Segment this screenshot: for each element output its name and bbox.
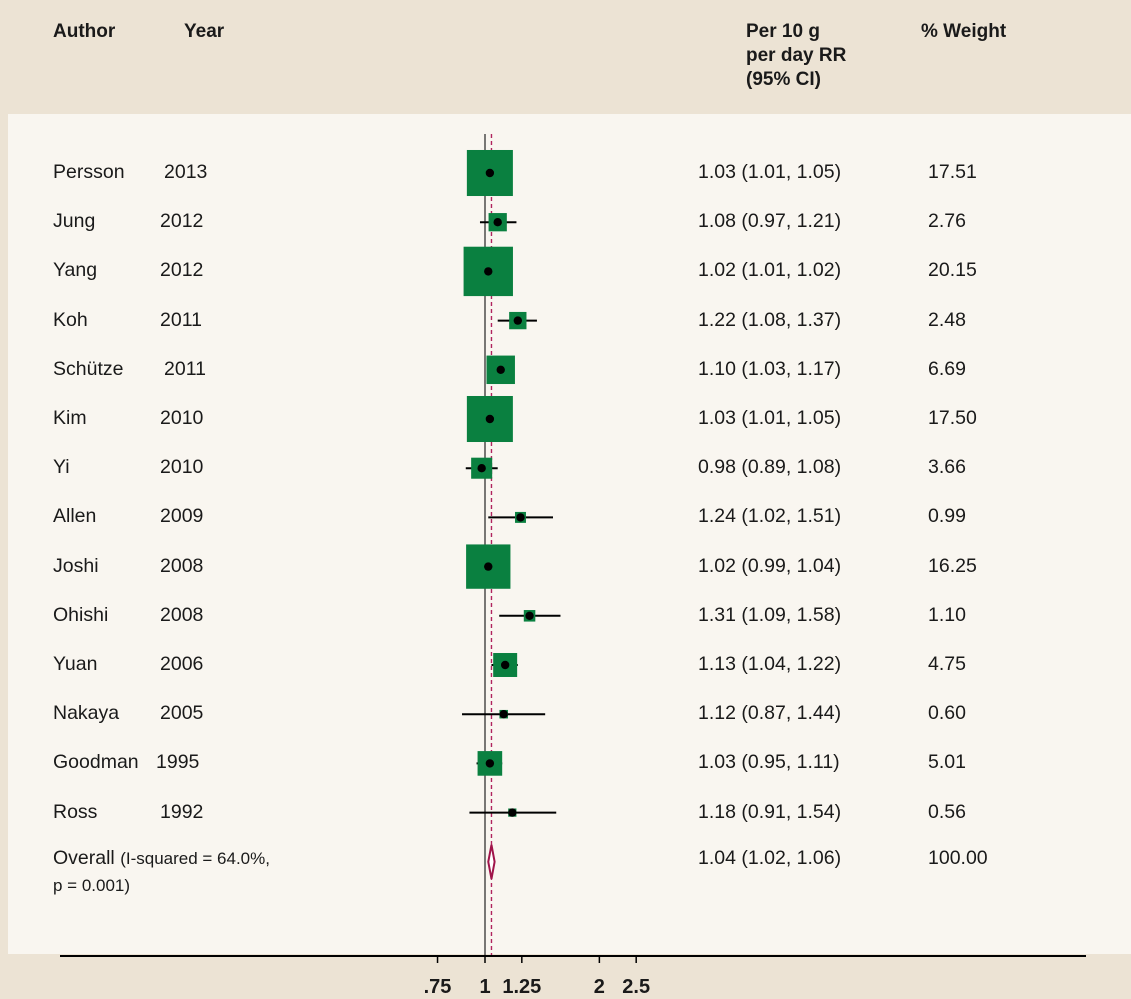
study-year: 2011 — [160, 308, 202, 331]
point-estimate — [477, 464, 486, 473]
point-estimate — [499, 710, 508, 719]
study-year: 2010 — [160, 456, 204, 479]
study-ci: 1.03 (0.95, 1.11) — [698, 751, 840, 774]
study-author: Persson — [53, 161, 125, 183]
study-weight: 17.50 — [928, 407, 977, 429]
study-year: 1992 — [160, 800, 204, 823]
table-header: Author Year Per 10 g per day RR (95% CI)… — [0, 0, 1131, 114]
study-ci: 1.18 (0.91, 1.54) — [698, 800, 842, 823]
study-author: Joshi — [53, 554, 99, 577]
overall-diamond — [487, 844, 496, 879]
study-ci: 1.31 (1.09, 1.58) — [698, 603, 842, 626]
point-estimate — [485, 168, 495, 178]
year-column-header: Year — [184, 21, 225, 42]
study-year: 2010 — [160, 407, 204, 429]
x-tick-label: 2 — [594, 976, 605, 998]
study-author: Yang — [53, 259, 98, 282]
overall-weight: 100.00 — [928, 846, 988, 869]
study-weight: 2.48 — [928, 308, 966, 331]
study-year: 2006 — [160, 653, 204, 675]
point-estimate — [508, 808, 517, 817]
point-estimate — [496, 365, 505, 374]
study-year: 2005 — [160, 702, 204, 725]
author-column-header: Author — [53, 21, 116, 42]
study-year: 2012 — [160, 259, 204, 282]
study-weight: 17.51 — [928, 161, 977, 183]
study-ci: 1.02 (0.99, 1.04) — [698, 554, 842, 577]
study-author: Yuan — [53, 653, 98, 675]
overall-heterogeneity: (I-squared = 64.0%, — [120, 848, 270, 868]
study-ci: 1.03 (1.01, 1.05) — [698, 161, 842, 183]
study-ci: 0.98 (0.89, 1.08) — [698, 456, 842, 479]
overall-label: Overall (I-squared = 64.0%, — [53, 847, 270, 870]
x-tick-label: 1.25 — [502, 976, 541, 998]
study-ci: 1.02 (1.01, 1.02) — [698, 259, 842, 282]
point-estimate — [484, 267, 493, 276]
study-author: Schütze — [53, 357, 124, 380]
study-weight: 2.76 — [928, 210, 966, 233]
study-weight: 1.10 — [928, 603, 966, 626]
study-weight: 0.56 — [928, 800, 966, 823]
point-estimate — [500, 660, 510, 670]
point-estimate — [513, 316, 523, 325]
study-ci: 1.12 (0.87, 1.44) — [698, 702, 842, 725]
x-tick-label: .75 — [424, 976, 452, 998]
study-author: Ross — [53, 800, 98, 823]
study-weight: 4.75 — [928, 653, 966, 675]
x-tick-label: 2.5 — [622, 976, 650, 998]
study-weight: 3.66 — [928, 456, 966, 479]
study-author: Allen — [53, 505, 97, 528]
point-estimate — [493, 218, 502, 227]
study-author: Ohishi — [53, 603, 109, 626]
study-year: 2013 — [164, 161, 208, 183]
study-year: 1995 — [156, 751, 200, 774]
study-weight: 5.01 — [928, 751, 966, 774]
study-year: 2009 — [160, 505, 204, 528]
overall-title: Overall — [53, 846, 121, 869]
study-author: Yi — [53, 456, 70, 479]
study-ci: 1.22 (1.08, 1.37) — [698, 308, 842, 331]
point-estimate — [485, 759, 495, 768]
study-author: Koh — [53, 308, 88, 331]
rr-column-header: Per 10 g per day RR (95% CI) — [746, 21, 847, 90]
study-author: Jung — [53, 210, 96, 233]
study-ci: 1.03 (1.01, 1.05) — [698, 407, 842, 429]
study-author: Kim — [53, 407, 87, 429]
study-year: 2008 — [160, 603, 204, 626]
study-year: 2011 — [164, 357, 206, 380]
point-estimate — [485, 414, 495, 424]
x-tick-label: 1 — [479, 976, 490, 998]
study-weight: 0.99 — [928, 505, 966, 528]
study-ci: 1.10 (1.03, 1.17) — [698, 357, 842, 380]
study-year: 2008 — [160, 554, 204, 577]
study-author: Nakaya — [53, 702, 120, 725]
study-weight: 6.69 — [928, 357, 966, 380]
point-estimate — [484, 562, 493, 571]
study-ci: 1.08 (0.97, 1.21) — [698, 210, 842, 233]
study-author: Goodman — [53, 751, 139, 774]
point-estimate — [525, 611, 534, 620]
plot-panel — [8, 114, 1131, 954]
study-weight: 0.60 — [928, 702, 966, 725]
point-estimate — [516, 513, 525, 522]
weight-column-header: % Weight — [921, 21, 1007, 42]
overall-ci: 1.04 (1.02, 1.06) — [698, 846, 842, 869]
study-weight: 20.15 — [928, 259, 977, 282]
study-ci: 1.13 (1.04, 1.22) — [698, 653, 842, 675]
study-ci: 1.24 (1.02, 1.51) — [698, 505, 842, 528]
study-year: 2012 — [160, 210, 204, 233]
study-weight: 16.25 — [928, 554, 977, 577]
overall-pvalue: p = 0.001) — [53, 875, 131, 895]
